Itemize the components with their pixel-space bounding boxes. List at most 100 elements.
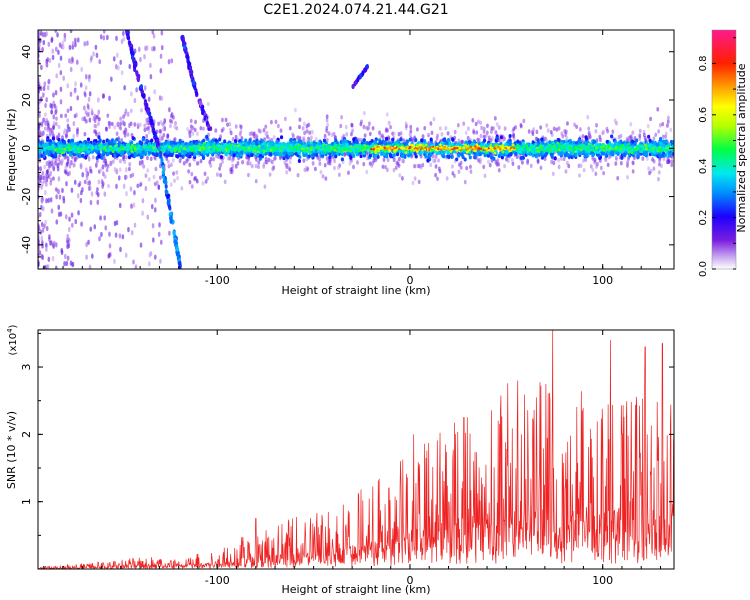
spectrogram-cell xyxy=(499,135,504,140)
spectrogram-cell xyxy=(46,85,50,91)
spectrogram-cell xyxy=(129,186,133,192)
spectrogram-cell xyxy=(325,118,329,123)
spectrogram-cell xyxy=(469,164,472,170)
spectrogram-cell xyxy=(143,152,148,157)
spectrogram-cell xyxy=(451,164,454,169)
spectrogram-cell xyxy=(40,221,44,228)
spectrogram-cell xyxy=(90,108,94,114)
spectrogram-cell xyxy=(54,105,58,111)
spectrogram-cell xyxy=(401,154,405,159)
spectrogram-cell xyxy=(40,64,43,71)
spectrogram-cell xyxy=(202,126,205,131)
spectrogram-cell xyxy=(577,163,581,168)
spectrogram-cell xyxy=(138,148,142,153)
spectrogram-cell xyxy=(368,153,373,158)
spectrogram-cell xyxy=(564,129,568,135)
spectrogram-cell xyxy=(527,151,532,156)
spectrogram-cell xyxy=(555,127,559,132)
spectrogram-cell xyxy=(607,155,611,160)
spectrogram-cell xyxy=(47,41,51,47)
spectrogram-cell xyxy=(69,152,73,157)
spectrogram-cell xyxy=(550,154,554,159)
spectrogram-cell xyxy=(257,164,260,169)
spectrogram-cell xyxy=(321,153,325,158)
spectrogram-cell xyxy=(566,153,570,158)
spectrogram-cell xyxy=(135,87,138,93)
spectrogram-cell xyxy=(191,131,195,136)
spectrogram-cell xyxy=(38,149,42,154)
spectrogram-cell xyxy=(298,117,302,122)
spectrogram-cell xyxy=(101,181,105,187)
spectrogram-cell xyxy=(196,131,199,136)
spectrogram-cell xyxy=(331,141,335,146)
spectrogram-cell xyxy=(194,175,197,181)
spectrogram-cell xyxy=(325,114,329,119)
spectrogram-cell xyxy=(113,258,116,264)
spectrogram-cell xyxy=(212,156,216,162)
spectrogram-cell xyxy=(282,156,286,161)
spectrogram-cell xyxy=(218,137,222,142)
spectrogram-cell xyxy=(226,122,229,127)
spectrogram-cell xyxy=(276,144,280,149)
spectrogram-cell xyxy=(45,242,48,248)
spectrogram-cell xyxy=(81,116,85,122)
spectrogram-cell xyxy=(47,152,51,157)
spectrogram-cell xyxy=(236,161,240,166)
spectrogram-cell xyxy=(79,197,83,204)
spectrogram-cell xyxy=(150,138,154,143)
spectrogram-cell xyxy=(256,150,260,154)
spectrogram-cell xyxy=(100,167,103,172)
spectrogram-cell xyxy=(61,40,65,46)
spectrogram-cell xyxy=(170,162,173,168)
spectrogram-cell xyxy=(606,143,610,147)
spectrogram-cell xyxy=(587,126,591,131)
spectrogram-cell xyxy=(71,138,75,143)
spectrogram-cell xyxy=(66,123,70,129)
spectrogram-cell xyxy=(47,125,50,131)
spectrogram-cell xyxy=(72,163,76,168)
spectrogram-cell xyxy=(87,239,90,245)
spectrogram-cell xyxy=(43,31,47,37)
spectrogram-cell xyxy=(190,184,194,189)
spectrogram-cell xyxy=(314,149,318,154)
spectrogram-cell xyxy=(188,154,192,159)
spectrogram-cell xyxy=(101,144,105,148)
spectrogram-cell xyxy=(503,163,506,169)
spectrogram-cell xyxy=(84,92,87,98)
spectrogram-cell xyxy=(255,138,259,143)
spectrogram-cell xyxy=(327,131,331,136)
spectrogram-cell xyxy=(469,169,473,174)
spectrogram-cell xyxy=(351,128,354,133)
spectrogram-cell xyxy=(531,140,535,145)
spectrogram-cell xyxy=(120,152,124,157)
spectrogram-cell xyxy=(605,139,609,144)
spectrogram-cell xyxy=(132,202,136,208)
spectrogram-cell xyxy=(50,208,54,214)
spectrogram-cell xyxy=(143,54,146,60)
spectrogram-cell xyxy=(187,169,191,174)
spectrogram-cell xyxy=(74,219,78,225)
spectrogram-cell xyxy=(45,198,48,204)
spectrogram-cell xyxy=(118,167,122,173)
spectrogram-cell xyxy=(122,114,125,119)
spectrogram-cell xyxy=(49,197,53,203)
spectrogram-cell xyxy=(97,135,101,140)
spectrogram-cell xyxy=(365,125,368,131)
spectrogram-cell xyxy=(65,181,68,187)
spectrogram-cell xyxy=(57,162,60,167)
spectrogram-cell xyxy=(248,131,252,137)
spectrogram-cell xyxy=(72,133,76,140)
spectrogram-cell xyxy=(110,76,113,82)
spectrogram-cell xyxy=(344,124,348,130)
spectrogram-cell xyxy=(662,139,666,144)
spectrogram-cell xyxy=(51,48,55,54)
spectrogram-cell xyxy=(102,158,106,164)
spectrogram-cell xyxy=(670,159,674,164)
spectrogram-cell xyxy=(649,116,652,122)
spectrogram-cell xyxy=(508,134,512,139)
spectrogram-cell xyxy=(102,139,106,144)
spectrogram-cell xyxy=(159,53,163,59)
spectrogram-cell xyxy=(73,179,77,185)
spectrogram-cell xyxy=(631,160,635,165)
